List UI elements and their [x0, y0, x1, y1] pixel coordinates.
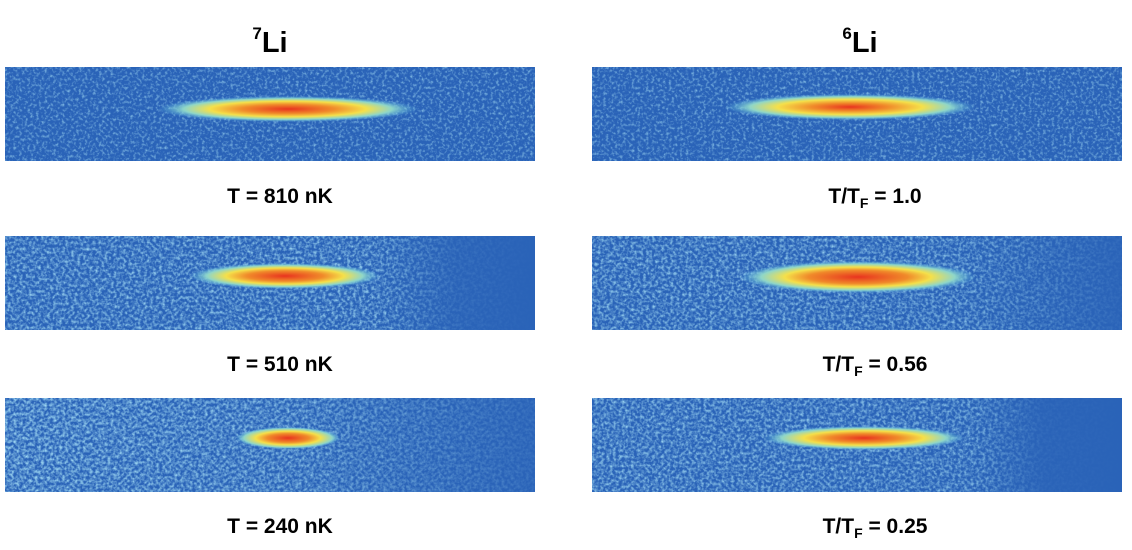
- label-value: = 1.0: [868, 185, 922, 208]
- label-prefix: T/T: [828, 185, 860, 208]
- cloud-image: [5, 398, 535, 492]
- cloud-image: [5, 236, 535, 330]
- column-title-7li: 7Li: [160, 14, 380, 63]
- isotope-mass-number: 7: [252, 24, 262, 43]
- element-symbol: Li: [851, 27, 878, 59]
- reduced-temperature-label: T/TF = 0.56: [725, 352, 1025, 384]
- label-value: = 0.56: [862, 353, 928, 376]
- element-symbol: Li: [261, 27, 288, 59]
- reduced-temperature-label: T/TF = 0.25: [725, 514, 1025, 546]
- temperature-label: T = 240 nK: [227, 515, 333, 538]
- cloud-image: [592, 236, 1122, 330]
- absorption-image-7li-240nk: [5, 398, 535, 492]
- absorption-image-6li-0-56: [592, 236, 1122, 330]
- absorption-image-7li-510nk: [5, 236, 535, 330]
- absorption-image-6li-1-0: [592, 67, 1122, 161]
- cloud-image: [592, 398, 1122, 492]
- temperature-label: T = 510 nK: [227, 353, 333, 376]
- label-prefix: T/T: [822, 353, 855, 376]
- label-subscript: F: [859, 195, 869, 211]
- cloud-image: [5, 67, 535, 161]
- absorption-image-7li-810nk: [5, 67, 535, 161]
- isotope-mass-number: 6: [842, 24, 852, 43]
- label-prefix: T/T: [822, 515, 855, 538]
- absorption-image-6li-0-25: [592, 398, 1122, 492]
- reduced-temperature-label: T/TF = 1.0: [725, 184, 1025, 216]
- label-subscript: F: [854, 525, 863, 541]
- cloud-image: [592, 67, 1122, 161]
- label-subscript: F: [854, 363, 863, 379]
- column-title-6li: 6Li: [750, 14, 970, 63]
- temperature-label: T = 810 nK: [227, 185, 333, 208]
- label-value: = 0.25: [862, 515, 928, 538]
